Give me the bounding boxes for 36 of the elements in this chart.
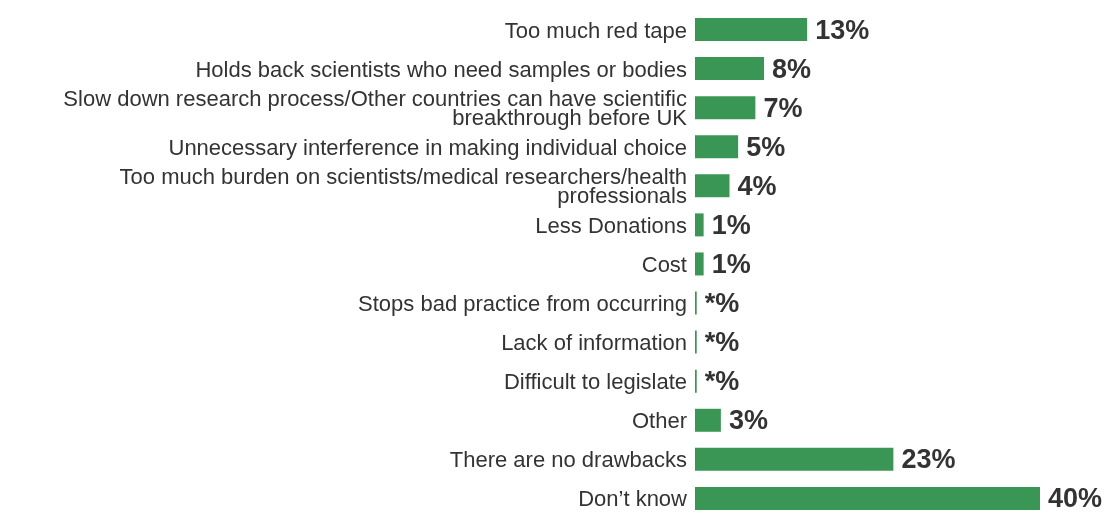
y-tick-label: Unnecessary interference in making individual choice: [168, 134, 687, 160]
y-tick-label: Holds back scientists who need samples or bodies: [195, 56, 687, 82]
bar: [695, 96, 756, 120]
data-label: 8%: [772, 53, 812, 84]
data-label: 23%: [901, 444, 956, 475]
bar: [695, 252, 704, 276]
data-label: 3%: [728, 405, 768, 436]
data-label: 13%: [815, 14, 870, 45]
y-tick-label: There are no drawbacks: [449, 446, 687, 472]
bar: [695, 174, 730, 198]
y-tick-label: Difficult to legislate: [503, 368, 687, 394]
data-label: 1%: [711, 209, 751, 240]
y-tick-label: Stops bad practice from occurring: [358, 290, 687, 316]
y-tick-label: Don’t know: [578, 485, 688, 511]
data-label: 1%: [711, 248, 751, 279]
bar: [695, 486, 1040, 510]
y-tick-label: Slow down research process/Other countries can have scientific breakthrough before UK: [63, 85, 688, 130]
bar: [695, 408, 721, 432]
bar: [695, 213, 704, 237]
data-label: 40%: [1048, 483, 1103, 514]
y-tick-label: Other: [631, 407, 687, 433]
y-tick-label: Cost: [641, 251, 687, 277]
data-label: 7%: [763, 92, 803, 123]
bar: [695, 135, 739, 159]
y-tick-label: Less Donations: [535, 212, 687, 238]
data-label: 5%: [746, 131, 786, 162]
data-label: *%: [704, 366, 740, 397]
data-label: *%: [704, 288, 740, 319]
data-label: 4%: [737, 170, 777, 201]
bar: [695, 57, 764, 81]
y-tick-label: Too much burden on scientists/medical researchers/health professionals: [119, 163, 687, 208]
data-label: *%: [704, 327, 740, 358]
y-tick-label: Lack of information: [501, 329, 687, 355]
bar: [695, 447, 894, 471]
y-tick-label: Too much red tape: [504, 17, 687, 43]
bar: [695, 18, 808, 41]
